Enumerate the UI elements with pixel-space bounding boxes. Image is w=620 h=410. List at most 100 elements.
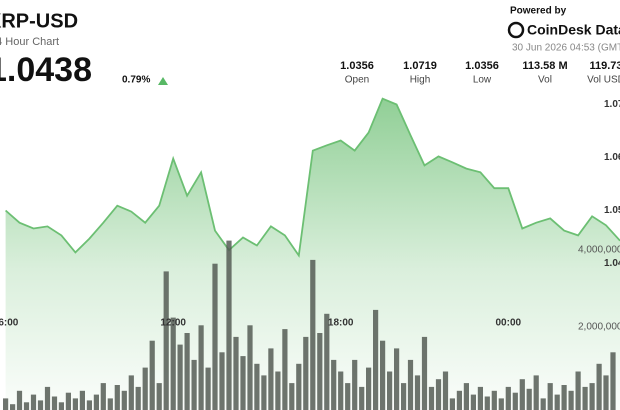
volume-bar: [428, 386, 435, 410]
volume-bar: [401, 383, 407, 410]
stat-label: Low: [473, 75, 492, 86]
change: 0.79%: [122, 75, 150, 86]
powered-by: Powered by: [510, 6, 567, 17]
volume-bar: [261, 375, 267, 410]
symbol: XRP-USD: [0, 10, 78, 32]
volume-bar: [268, 348, 274, 410]
plot-area: 1.04 1.05 1.06 1.07 2,000,000 4,000,000 06:00 1…: [0, 97, 620, 410]
y-tick-label: 1.06: [604, 152, 620, 163]
volume-bar: [142, 367, 148, 410]
volume-bar: [338, 371, 344, 410]
y-tick-label: 1.05: [604, 205, 620, 216]
volume-bar: [79, 390, 85, 410]
volume-bar: [414, 375, 421, 410]
volume-bar: [296, 363, 302, 410]
volume-bar: [449, 398, 455, 410]
y-tick-label: 1.04: [604, 258, 620, 269]
stat-label: High: [410, 75, 431, 86]
stats: 1.0356 Open 1.0719 High 1.0356 Low 113.58 M Vol…: [340, 60, 620, 86]
volume-bar: [93, 394, 99, 410]
volume-bar: [219, 352, 225, 410]
volume-bar: [107, 398, 113, 410]
volume-bar: [442, 371, 449, 410]
volume-bar: [191, 359, 197, 410]
volume-bar: [37, 400, 44, 410]
volume-bar: [352, 359, 358, 410]
brand-logo: [507, 21, 525, 39]
volume-bar: [16, 390, 23, 410]
volume-bar: [331, 359, 337, 410]
volume-bar: [170, 317, 176, 410]
volume-bar: [394, 348, 400, 410]
volume-bar: [380, 340, 386, 410]
volume-bar: [596, 363, 602, 410]
stat-value: 119.73: [589, 60, 620, 72]
volume-bar: [30, 394, 37, 410]
volume-bar: [589, 383, 595, 410]
volume-bar: [456, 390, 462, 410]
volume-bar: [212, 263, 218, 410]
stat-value: 1.0356: [465, 60, 499, 72]
volume-bar: [484, 396, 490, 410]
volume-bar: [547, 383, 553, 410]
volume-bar: [317, 333, 323, 410]
volume-bar: [205, 367, 211, 410]
volume-bar: [582, 386, 588, 410]
price-line: [5, 97, 620, 258]
volume-bar: [407, 359, 414, 410]
volume-bar: [44, 386, 51, 410]
y-tick-label: 1.07: [604, 99, 620, 110]
stat-label: Open: [345, 75, 369, 86]
volume-bar: [477, 386, 483, 410]
price-area: [5, 98, 620, 410]
volume-bar: [519, 379, 525, 410]
volume-bar: [121, 390, 127, 410]
volume-bar: [345, 383, 351, 410]
x-tick-label: 06:00: [0, 318, 19, 329]
volume-bar: [526, 388, 532, 410]
volume-bar: [114, 385, 120, 410]
volume-bar: [568, 390, 574, 410]
volume-bar: [240, 356, 246, 410]
stat-value: 113.58 M: [522, 60, 567, 72]
subtitle: 24 Hour Chart: [0, 36, 59, 48]
volume-bar: [163, 271, 169, 410]
volume-bar: [289, 383, 295, 410]
timestamp: 30 Jun 2026 04:53 (GMT: [512, 43, 620, 54]
volume-bar: [324, 313, 330, 410]
y2-tick-label: 2,000,000: [578, 322, 620, 333]
volume-bar: [491, 390, 497, 410]
volume-bar: [247, 325, 253, 410]
stat-value: 1.0356: [340, 60, 374, 72]
volume-bar: [310, 259, 316, 410]
volume-bar: [603, 375, 609, 410]
stat-value: 1.0719: [403, 60, 437, 72]
volume-bar: [463, 383, 469, 410]
volume-bar: [554, 394, 560, 410]
volume-bar: [23, 402, 30, 410]
volume-bar: [561, 385, 567, 410]
volume-bar: [282, 329, 288, 410]
up-arrow: [158, 77, 168, 85]
stat-label: Vol: [538, 75, 552, 86]
volume-bar: [575, 371, 581, 410]
stat-label: Vol USD: [587, 75, 620, 86]
volume-bar: [51, 396, 58, 410]
volume-bar: [58, 402, 64, 410]
volume-bar: [128, 375, 134, 410]
volume-bar: [198, 325, 204, 410]
volume-bar: [512, 392, 518, 410]
volume-bar: [505, 386, 511, 410]
volume-bar: [177, 344, 183, 410]
price: 1.0438: [0, 51, 92, 89]
volume-bar: [373, 309, 379, 410]
x-tick-label: 00:00: [495, 318, 521, 329]
volume-bar: [359, 386, 365, 410]
volume-bar: [233, 336, 239, 410]
volume-bar: [303, 336, 309, 410]
volume-bar: [470, 394, 476, 410]
x-tick-label: 18:00: [328, 318, 354, 329]
volume-bar: [65, 392, 71, 410]
